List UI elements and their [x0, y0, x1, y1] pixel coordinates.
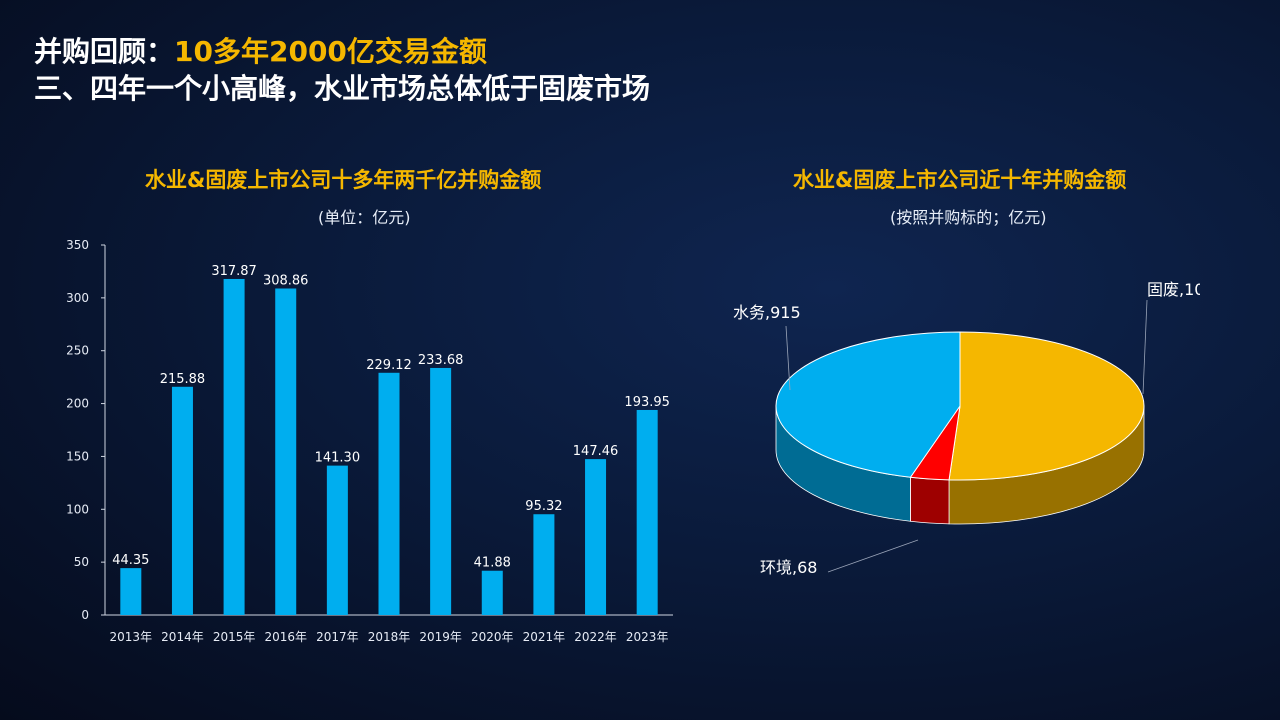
pie-chart-title: 水业&固废上市公司近十年并购金额: [793, 168, 1127, 192]
bar: [481, 570, 503, 615]
y-tick-label: 0: [81, 608, 89, 622]
bar: [223, 278, 245, 615]
pie-slice-label: 固废,1021: [1147, 280, 1200, 299]
x-tick-label: 2018年: [368, 630, 411, 644]
x-tick-label: 2014年: [161, 630, 204, 644]
x-tick-label: 2021年: [523, 630, 566, 644]
bar-value-label: 41.88: [474, 556, 511, 571]
bar: [171, 386, 193, 615]
bar: [636, 409, 658, 615]
bar-value-label: 317.87: [211, 264, 257, 279]
page-title: 并购回顾：10多年2000亿交易金额: [34, 34, 650, 70]
y-tick-label: 100: [66, 502, 89, 516]
pie-labels: 固废,1021 环境,68 水务,915: [733, 280, 1200, 577]
x-tick-label: 2019年: [419, 630, 462, 644]
pie-leader-line: [827, 539, 919, 573]
x-tick-label: 2017年: [316, 630, 359, 644]
pie-leader-line: [785, 325, 791, 391]
y-tick-label: 50: [74, 555, 89, 569]
x-tick-label: 2023年: [626, 630, 669, 644]
bar-value-label: 229.12: [366, 358, 412, 373]
bar-value-label: 44.35: [112, 553, 149, 568]
title-prefix: 并购回顾：: [34, 35, 175, 68]
pie-slice-label: 水务,915: [733, 303, 801, 322]
bar-value-label: 308.86: [263, 273, 309, 288]
bar-series: 44.35 2013年 215.88 2014年 317.87 2015年 308.86 20…: [110, 264, 670, 644]
x-tick-label: 2020年: [471, 630, 514, 644]
bar-value-label: 233.68: [418, 353, 464, 368]
pie-chart: 固废,1021 环境,68 水务,915: [733, 280, 1200, 577]
bar-chart-subtitle: (单位：亿元): [318, 208, 411, 227]
bar-value-label: 141.30: [315, 451, 361, 466]
bar-chart: 0 50 100 150 200 250 300 350 44.35 2013年 215.88 201…: [66, 238, 673, 644]
x-tick-label: 2016年: [264, 630, 307, 644]
pie-chart-subtitle: (按照并购标的；亿元): [890, 208, 1047, 227]
x-tick-label: 2015年: [213, 630, 256, 644]
bar: [533, 514, 555, 615]
title-accent: 10多年2000亿交易金额: [174, 35, 487, 68]
pie-slice-水务: [775, 331, 961, 478]
pie-slice-label: 环境,68: [760, 558, 817, 577]
page-subtitle: 三、四年一个小高峰，水业市场总体低于固废市场: [34, 72, 651, 105]
bar-value-label: 193.95: [624, 395, 670, 410]
y-tick-label: 250: [66, 344, 89, 358]
y-tick-label: 300: [66, 291, 89, 305]
pie-slice-固废: [948, 331, 1145, 481]
bar-axes: 0 50 100 150 200 250 300 350: [66, 238, 673, 622]
bar: [326, 465, 348, 615]
y-tick-label: 150: [66, 449, 89, 463]
bar-value-label: 147.46: [573, 444, 619, 459]
bar: [430, 367, 452, 615]
pie-leader-line: [1142, 299, 1148, 395]
page-heading: 并购回顾：10多年2000亿交易金额 三、四年一个小高峰，水业市场总体低于固废市…: [34, 34, 650, 108]
x-tick-label: 2013年: [110, 630, 153, 644]
bar: [275, 288, 297, 615]
bar: [378, 372, 400, 615]
bar: [585, 459, 607, 615]
bar-value-label: 95.32: [525, 499, 562, 514]
bar-chart-title: 水业&固废上市公司十多年两千亿并购金额: [145, 168, 542, 192]
bar: [120, 568, 142, 615]
pie-side-环境: [910, 476, 950, 525]
y-tick-label: 350: [66, 238, 89, 252]
x-tick-label: 2022年: [574, 630, 617, 644]
y-tick-label: 200: [66, 397, 89, 411]
bar-value-label: 215.88: [160, 372, 206, 387]
pie-slices: [775, 331, 1145, 481]
